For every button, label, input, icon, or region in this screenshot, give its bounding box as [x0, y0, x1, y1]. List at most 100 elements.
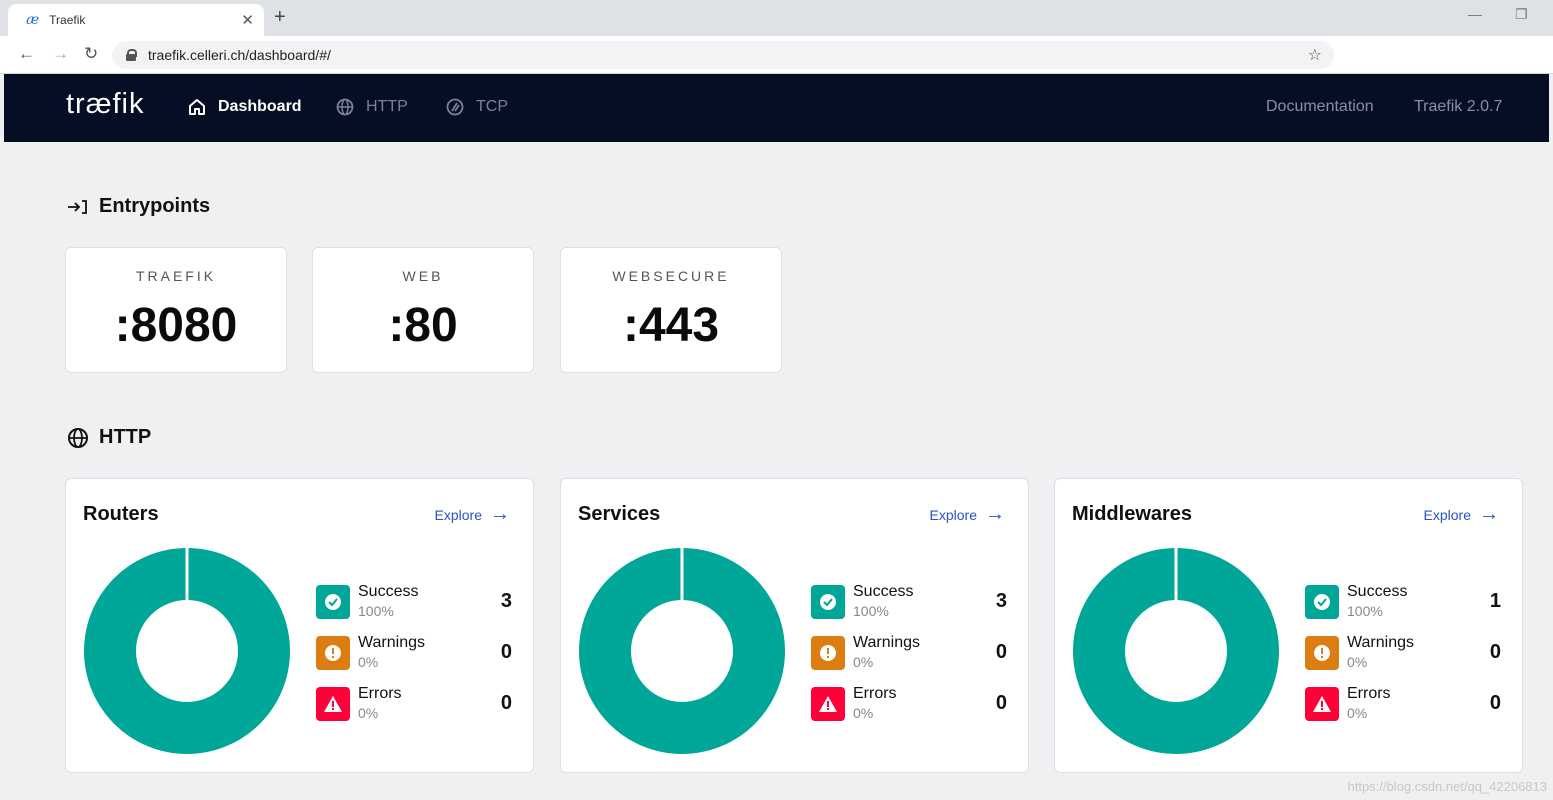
errors-row: Errors 0% 0 — [811, 682, 1007, 722]
errors-count: 0 — [1489, 692, 1501, 714]
forward-arrow-icon[interactable]: → — [52, 44, 69, 63]
nav-tcp[interactable]: TCP — [446, 98, 508, 116]
minimize-window-icon[interactable]: — — [1468, 6, 1482, 22]
reload-icon[interactable]: ↻ — [84, 44, 99, 63]
status-donut-chart — [579, 548, 785, 754]
success-count: 3 — [500, 590, 512, 612]
entry-arrow-icon — [67, 198, 89, 216]
warnings-row: Warnings 0% 0 — [811, 631, 1007, 671]
errors-percent: 0% — [358, 705, 379, 721]
routers-card: Routers Explore → Success 100% 3 Warning… — [65, 478, 534, 773]
explore-middlewares-link[interactable]: Explore → — [1424, 503, 1499, 526]
warning-exclamation-icon — [316, 636, 350, 670]
warnings-percent: 0% — [853, 654, 874, 670]
errors-row: Errors 0% 0 — [316, 682, 512, 722]
tab-close-icon[interactable]: ✕ — [241, 12, 254, 29]
entrypoint-card-traefik: TRAEFIK :8080 — [65, 247, 287, 373]
success-label: Success — [358, 583, 419, 600]
lock-icon — [126, 49, 137, 61]
app-navbar: træfik Dashboard HTTP TCP Documentation … — [4, 74, 1549, 142]
arrow-right-icon: → — [490, 503, 510, 525]
home-icon — [188, 98, 206, 116]
arrow-right-icon: → — [1479, 503, 1499, 525]
card-title: Routers — [83, 503, 159, 525]
entrypoint-port: :80 — [388, 299, 458, 352]
success-label: Success — [1347, 583, 1408, 600]
entrypoint-port: :443 — [622, 299, 720, 352]
success-row: Success 100% 3 — [316, 580, 512, 620]
warnings-count: 0 — [1489, 641, 1501, 663]
restore-window-icon[interactable]: ❐ — [1515, 6, 1528, 22]
entrypoint-card-websecure: WEBSECURE :443 — [560, 247, 782, 373]
success-check-icon — [316, 585, 350, 619]
success-count: 3 — [995, 590, 1007, 612]
errors-percent: 0% — [1347, 705, 1368, 721]
success-percent: 100% — [1347, 603, 1383, 619]
errors-row: Errors 0% 0 — [1305, 682, 1501, 722]
new-tab-button[interactable]: + — [274, 6, 286, 28]
success-row: Success 100% 3 — [811, 580, 1007, 620]
nav-http-label: HTTP — [366, 98, 408, 115]
warnings-count: 0 — [500, 641, 512, 663]
traefik-logo[interactable]: træfik — [66, 88, 145, 120]
errors-label: Errors — [1347, 685, 1391, 702]
entrypoint-name: WEBSECURE — [612, 268, 730, 284]
warning-exclamation-icon — [1305, 636, 1339, 670]
success-label: Success — [853, 583, 914, 600]
success-check-icon — [1305, 585, 1339, 619]
warnings-row: Warnings 0% 0 — [1305, 631, 1501, 671]
explore-label: Explore — [434, 506, 482, 523]
success-count: 1 — [1489, 590, 1501, 612]
bookmark-star-icon[interactable]: ☆ — [1307, 47, 1322, 64]
explore-services-link[interactable]: Explore → — [930, 503, 1005, 526]
browser-toolbar: ← → ↻ traefik.celleri.ch/dashboard/#/ ☆ — [0, 36, 1553, 74]
explore-label: Explore — [929, 506, 977, 523]
entrypoints-heading: Entrypoints — [67, 195, 210, 218]
entrypoint-name: WEB — [402, 268, 444, 284]
tcp-icon — [446, 98, 464, 116]
watermark-text: https://blog.csdn.net/qq_42206813 — [1347, 779, 1548, 794]
nav-dashboard-label: Dashboard — [218, 98, 302, 115]
entrypoint-card-web: WEB :80 — [312, 247, 534, 373]
explore-routers-link[interactable]: Explore → — [435, 503, 510, 526]
entrypoints-title: Entrypoints — [99, 195, 211, 217]
http-heading: HTTP — [67, 426, 151, 449]
arrow-right-icon: → — [985, 503, 1005, 525]
warnings-label: Warnings — [1347, 634, 1414, 651]
browser-tabstrip: æ Traefik ✕ + — ❐ — [0, 0, 1553, 36]
documentation-link[interactable]: Documentation — [1266, 98, 1374, 115]
errors-percent: 0% — [853, 705, 874, 721]
nav-dashboard[interactable]: Dashboard — [188, 98, 302, 116]
url-text: traefik.celleri.ch/dashboard/#/ — [148, 47, 331, 63]
back-arrow-icon[interactable]: ← — [18, 44, 35, 63]
warnings-percent: 0% — [358, 654, 379, 670]
success-percent: 100% — [853, 603, 889, 619]
explore-label: Explore — [1423, 506, 1471, 523]
entrypoint-port: :8080 — [114, 299, 238, 352]
warnings-count: 0 — [995, 641, 1007, 663]
success-row: Success 100% 1 — [1305, 580, 1501, 620]
globe-icon — [336, 98, 354, 116]
card-title: Services — [578, 503, 661, 525]
warnings-label: Warnings — [358, 634, 425, 651]
warnings-row: Warnings 0% 0 — [316, 631, 512, 671]
services-card: Services Explore → Success 100% 3 Warnin… — [560, 478, 1029, 773]
middlewares-card: Middlewares Explore → Success 100% 1 War… — [1054, 478, 1523, 773]
warnings-label: Warnings — [853, 634, 920, 651]
errors-count: 0 — [995, 692, 1007, 714]
warning-exclamation-icon — [811, 636, 845, 670]
nav-tcp-label: TCP — [476, 98, 508, 115]
browser-tab[interactable]: æ Traefik ✕ — [8, 4, 264, 36]
version-label[interactable]: Traefik 2.0.7 — [1414, 98, 1503, 115]
entrypoint-name: TRAEFIK — [135, 268, 217, 284]
error-triangle-icon — [811, 687, 845, 721]
errors-count: 0 — [500, 692, 512, 714]
http-title: HTTP — [99, 426, 152, 448]
errors-label: Errors — [358, 685, 402, 702]
success-percent: 100% — [358, 603, 394, 619]
globe-icon — [67, 427, 89, 449]
address-bar[interactable]: traefik.celleri.ch/dashboard/#/ ☆ — [112, 41, 1334, 69]
nav-http[interactable]: HTTP — [336, 98, 408, 116]
error-triangle-icon — [316, 687, 350, 721]
tab-title: Traefik — [49, 13, 86, 27]
